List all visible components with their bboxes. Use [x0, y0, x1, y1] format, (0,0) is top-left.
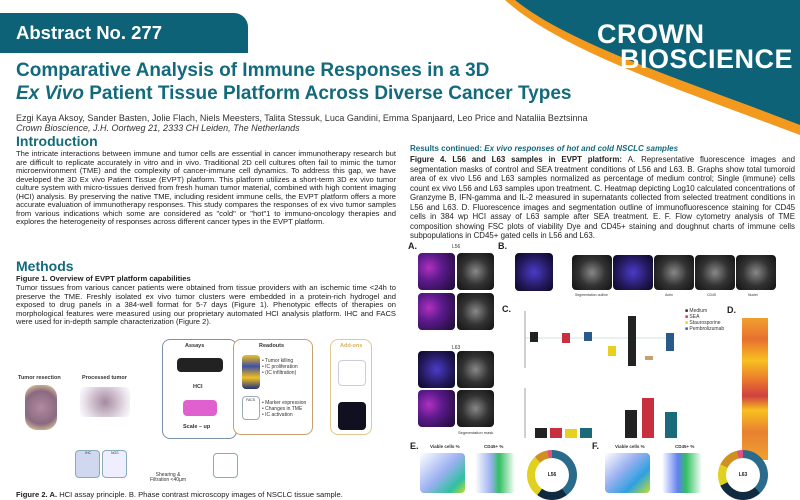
assays-label: Assays — [185, 343, 205, 349]
l56-medium-mask — [457, 253, 494, 290]
bar-l56-pembro — [580, 428, 592, 438]
l56-medium-fluorescence — [418, 253, 455, 290]
heatmap — [742, 318, 768, 460]
figure1-caption: Figure 1. Overview of EVPT platform capa… — [16, 274, 191, 283]
e-viable-label: Viable cells % — [430, 444, 460, 449]
processed-tumor-label: Processed tumor — [82, 375, 127, 381]
hci-label: HCI — [193, 384, 203, 390]
fluorescence-thumbnail — [338, 402, 366, 430]
l63-doughnut: L63 — [718, 450, 768, 500]
e-cd45-label: CD45+ % — [484, 444, 504, 449]
panel-c-charts — [524, 311, 677, 438]
panel-e-label: E. — [410, 441, 419, 451]
facs-plot-thumbnail — [213, 453, 238, 478]
nuclei-image — [736, 255, 776, 290]
l63-medium-mask — [457, 351, 494, 388]
panel-d-label: D. — [727, 305, 736, 315]
facs-readouts: • Marker expression • Changes in TME • IC … — [262, 400, 307, 418]
figure1-diagram: Tumor resection Processed tumor Assays H… — [0, 335, 400, 490]
f-viable-label: Viable cells % — [615, 444, 645, 449]
scale-up-label: Scale – up — [183, 424, 211, 430]
e-viable-plot — [420, 453, 465, 493]
l63-medium-fluorescence — [418, 351, 455, 388]
panel-c-label: C. — [502, 304, 511, 314]
panel-b-label: B. — [498, 241, 507, 251]
cd45-label: CD45 — [707, 293, 716, 297]
cd45-image — [695, 255, 735, 290]
segmentation-outline-label: Segmentation outline — [575, 293, 608, 297]
poster-title-line2: Ex Vivo Patient Tissue Platform Across D… — [16, 83, 571, 105]
poster-title-line1: Comparative Analysis of Immune Responses… — [16, 60, 490, 81]
processed-tumor-image — [80, 387, 130, 417]
box-l63-sea — [645, 356, 653, 360]
introduction-text: The intricate interactions between immun… — [16, 149, 396, 226]
figure4: A. L56 L63 Segmentation mask B. Segmenta… — [400, 238, 800, 500]
box-l56-sea — [562, 333, 570, 343]
l63-sea-mask — [457, 390, 494, 427]
box-l63-medium — [628, 316, 636, 366]
panel-a-label: A. — [408, 241, 417, 251]
bar-l63-medium — [625, 410, 637, 438]
l56-doughnut: L56 — [527, 450, 577, 500]
readouts-box: Readouts • Tumor killing • IC proliferati… — [233, 339, 313, 435]
header-banner — [505, 0, 800, 135]
panel-c-legend: ■ Medium ■ SEA ■ Staurosporine ■ Pembrol… — [685, 308, 725, 332]
tumor-tissue-image — [25, 385, 57, 430]
logo-line-1: CROWN — [597, 19, 705, 49]
l56-sea-fluorescence — [418, 293, 455, 330]
logo-line-2: BIOSCIENCE — [620, 44, 794, 74]
addons-label: Add-ons — [340, 343, 363, 349]
facs-thumbnail: FACS — [242, 396, 260, 420]
ihc-thumbnail: IHC — [75, 450, 100, 478]
tumor-resection-label: Tumor resection — [18, 375, 61, 381]
abstract-number-tab: Abstract No. 277 — [0, 13, 248, 53]
box-l56-stauro — [608, 346, 616, 356]
actin-image — [654, 255, 694, 290]
l56-sea-mask — [457, 293, 494, 330]
actin-label: Actin — [665, 293, 673, 297]
l63-sea-fluorescence — [418, 390, 455, 427]
f-viable-plot — [605, 453, 650, 493]
methods-heading: Methods — [16, 258, 74, 274]
affiliation: Crown Bioscience, J.H. Oortweg 21, 2333 … — [16, 123, 300, 133]
figure4-caption: Figure 4. L56 and L63 samples in EVPT pl… — [410, 155, 795, 240]
merged-channel-image — [613, 255, 653, 290]
bar-l63-pembro — [665, 412, 677, 438]
bar-l56-stauro — [565, 429, 577, 438]
flask-icon — [183, 400, 217, 416]
crown-bioscience-logo: CROWN BIOSCIENCE — [597, 19, 794, 74]
e-cd45-plot — [475, 453, 515, 493]
l63-overview-image — [515, 253, 553, 291]
f-cd45-label: CD45+ % — [675, 444, 695, 449]
assays-box: Assays HCI Scale – up — [162, 339, 237, 439]
authors: Ezgi Kaya Aksoy, Sander Basten, Jolie Fl… — [16, 113, 588, 123]
results-heading: Results continued: Ex vivo responses of … — [410, 144, 679, 153]
readouts-label: Readouts — [259, 343, 285, 349]
panel-a-l63: L63 — [452, 345, 461, 351]
panel-a-l56: L56 — [452, 244, 461, 250]
segmentation-outline-image — [572, 255, 612, 290]
f-cd45-plot — [662, 453, 702, 493]
box-l63-pembro — [666, 333, 674, 351]
hci-readouts: • Tumor killing • IC proliferation • (IC i… — [262, 358, 298, 376]
introduction-heading: Introduction — [16, 133, 98, 149]
ngs-thumbnail: NGS — [102, 450, 127, 478]
title-rest: Patient Tissue Platform Across Diverse C… — [83, 83, 572, 104]
title-italic: Ex Vivo — [16, 83, 84, 104]
plate-icon — [177, 358, 223, 372]
bar-l56-medium — [535, 428, 547, 438]
methods-text: Tumor tissues from various cancer patien… — [16, 283, 396, 326]
shearing-label: Shearing & Filtration <40µm — [150, 472, 187, 483]
box-l56-pembro — [584, 332, 592, 341]
heatmap-thumbnail — [242, 355, 260, 389]
addons-box: Add-ons — [330, 339, 372, 435]
curve-thumbnail — [338, 360, 366, 386]
panel-f-label: F. — [592, 441, 600, 451]
nuclei-label: Nuclei — [748, 293, 758, 297]
bar-l63-sea — [642, 398, 654, 438]
bar-l56-sea — [550, 428, 562, 438]
box-l56-medium — [530, 332, 538, 342]
segmentation-mask-label: Segmentation mask — [458, 430, 494, 435]
figure2-caption: Figure 2. A. HCI assay principle. B. Pha… — [16, 490, 343, 499]
